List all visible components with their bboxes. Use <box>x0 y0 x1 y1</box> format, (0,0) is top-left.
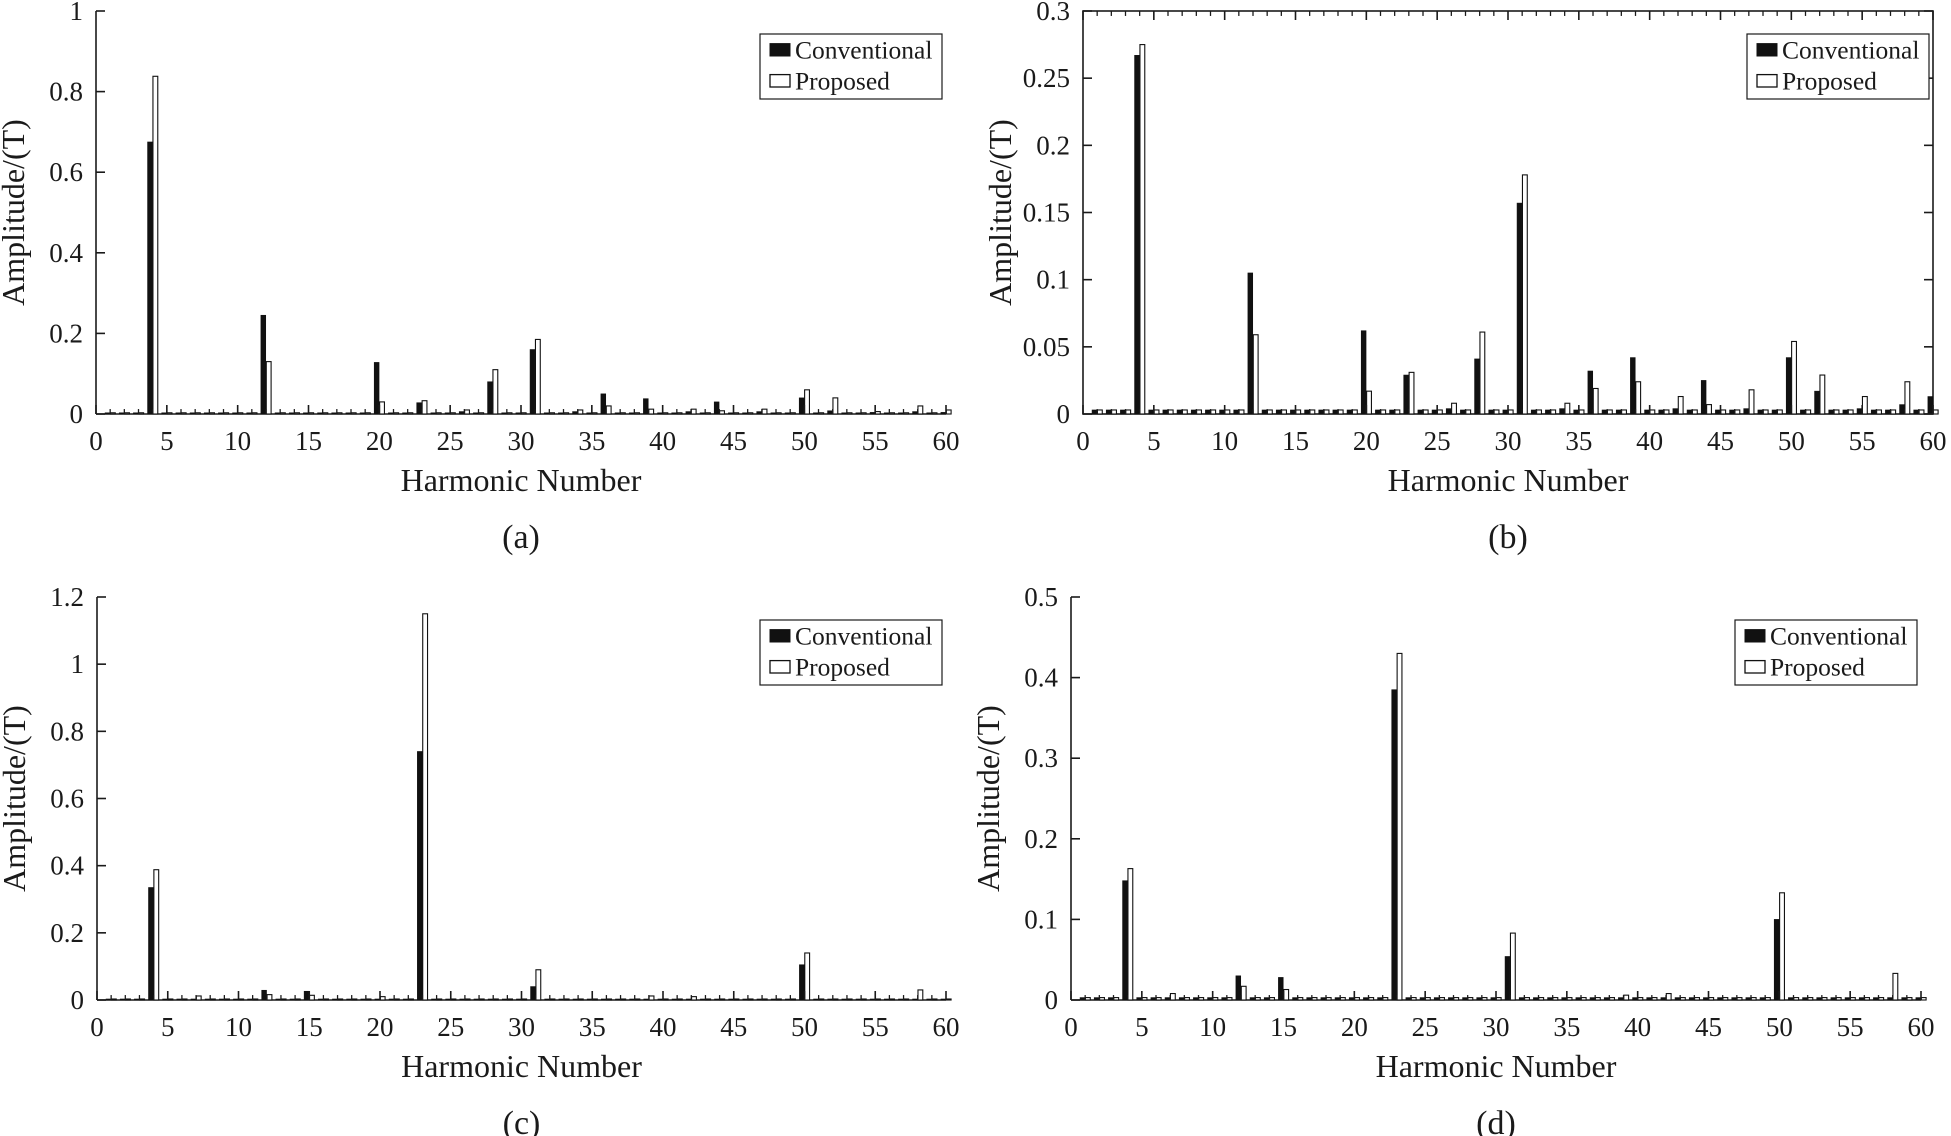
svg-text:10: 10 <box>225 1012 252 1042</box>
svg-text:5: 5 <box>1135 1012 1149 1042</box>
svg-text:0.2: 0.2 <box>1036 130 1070 160</box>
svg-text:40: 40 <box>1624 1012 1651 1042</box>
svg-text:Proposed: Proposed <box>795 67 890 96</box>
svg-text:10: 10 <box>1211 426 1238 456</box>
svg-text:0.1: 0.1 <box>1036 265 1070 295</box>
svg-text:1.2: 1.2 <box>50 582 84 612</box>
svg-text:0.2: 0.2 <box>1024 824 1058 854</box>
svg-text:(b): (b) <box>1488 519 1528 556</box>
svg-text:25: 25 <box>1424 426 1451 456</box>
svg-text:50: 50 <box>791 426 818 456</box>
svg-text:0.3: 0.3 <box>1024 743 1058 773</box>
svg-text:40: 40 <box>650 1012 677 1042</box>
svg-text:0.3: 0.3 <box>1036 0 1070 26</box>
svg-text:0.1: 0.1 <box>1024 904 1058 934</box>
svg-text:1: 1 <box>71 649 85 679</box>
svg-text:30: 30 <box>1483 1012 1510 1042</box>
svg-text:55: 55 <box>862 1012 889 1042</box>
svg-text:15: 15 <box>1270 1012 1297 1042</box>
svg-text:(c): (c) <box>503 1105 541 1136</box>
svg-text:0.6: 0.6 <box>49 157 83 187</box>
svg-text:35: 35 <box>578 426 605 456</box>
svg-text:Conventional: Conventional <box>1782 36 1919 65</box>
svg-text:Conventional: Conventional <box>795 36 932 65</box>
svg-text:60: 60 <box>933 426 960 456</box>
svg-text:45: 45 <box>1695 1012 1722 1042</box>
svg-text:0.4: 0.4 <box>50 851 84 881</box>
svg-text:Harmonic Number: Harmonic Number <box>1388 462 1629 498</box>
svg-text:55: 55 <box>862 426 889 456</box>
svg-text:15: 15 <box>295 426 322 456</box>
svg-text:0.5: 0.5 <box>1024 582 1058 612</box>
svg-text:60: 60 <box>933 1012 960 1042</box>
svg-text:50: 50 <box>1766 1012 1793 1042</box>
svg-text:0: 0 <box>1076 426 1090 456</box>
svg-text:20: 20 <box>367 1012 394 1042</box>
svg-text:40: 40 <box>1636 426 1663 456</box>
svg-text:25: 25 <box>437 426 464 456</box>
svg-text:Harmonic Number: Harmonic Number <box>1376 1048 1617 1084</box>
svg-text:30: 30 <box>508 1012 535 1042</box>
svg-text:0.4: 0.4 <box>49 238 83 268</box>
svg-text:35: 35 <box>1565 426 1592 456</box>
svg-text:Conventional: Conventional <box>1770 622 1907 651</box>
svg-text:15: 15 <box>1282 426 1309 456</box>
svg-text:20: 20 <box>1341 1012 1368 1042</box>
svg-text:10: 10 <box>1199 1012 1226 1042</box>
svg-text:45: 45 <box>720 426 747 456</box>
svg-text:0.4: 0.4 <box>1024 663 1058 693</box>
svg-text:40: 40 <box>649 426 676 456</box>
svg-text:0.2: 0.2 <box>49 318 83 348</box>
svg-text:Conventional: Conventional <box>795 622 932 651</box>
svg-text:0.15: 0.15 <box>1023 198 1070 228</box>
svg-text:0.8: 0.8 <box>50 716 84 746</box>
svg-text:45: 45 <box>720 1012 747 1042</box>
svg-text:25: 25 <box>437 1012 464 1042</box>
svg-text:35: 35 <box>579 1012 606 1042</box>
svg-text:0: 0 <box>89 426 103 456</box>
svg-text:0.6: 0.6 <box>50 784 84 814</box>
svg-text:50: 50 <box>1778 426 1805 456</box>
svg-text:0.05: 0.05 <box>1023 332 1070 362</box>
svg-text:5: 5 <box>1147 426 1161 456</box>
svg-text:10: 10 <box>224 426 251 456</box>
svg-text:Amplitude/(T): Amplitude/(T) <box>975 705 1006 892</box>
svg-text:55: 55 <box>1849 426 1876 456</box>
svg-text:0.25: 0.25 <box>1023 63 1070 93</box>
svg-text:15: 15 <box>296 1012 323 1042</box>
svg-text:0: 0 <box>71 985 85 1015</box>
svg-text:0: 0 <box>1045 985 1059 1015</box>
svg-text:0: 0 <box>70 399 84 429</box>
svg-text:20: 20 <box>1353 426 1380 456</box>
svg-text:0: 0 <box>1057 399 1071 429</box>
svg-text:Amplitude/(T): Amplitude/(T) <box>0 119 31 306</box>
svg-text:0.8: 0.8 <box>49 77 83 107</box>
svg-text:50: 50 <box>791 1012 818 1042</box>
svg-text:60: 60 <box>1920 426 1947 456</box>
svg-text:55: 55 <box>1837 1012 1864 1042</box>
svg-text:45: 45 <box>1707 426 1734 456</box>
svg-text:5: 5 <box>161 1012 175 1042</box>
svg-text:Amplitude/(T): Amplitude/(T) <box>982 119 1018 306</box>
svg-text:Amplitude/(T): Amplitude/(T) <box>0 705 32 892</box>
svg-text:0: 0 <box>90 1012 104 1042</box>
svg-text:1: 1 <box>70 0 84 26</box>
svg-text:30: 30 <box>1495 426 1522 456</box>
svg-text:25: 25 <box>1412 1012 1439 1042</box>
svg-text:30: 30 <box>508 426 535 456</box>
svg-text:Harmonic Number: Harmonic Number <box>401 1048 642 1084</box>
svg-text:35: 35 <box>1553 1012 1580 1042</box>
svg-text:Harmonic Number: Harmonic Number <box>401 462 642 498</box>
svg-text:20: 20 <box>366 426 393 456</box>
svg-text:(d): (d) <box>1476 1105 1516 1136</box>
svg-text:Proposed: Proposed <box>1782 67 1877 96</box>
svg-text:Proposed: Proposed <box>1770 653 1865 682</box>
svg-text:(a): (a) <box>502 519 540 556</box>
svg-text:5: 5 <box>160 426 174 456</box>
svg-text:60: 60 <box>1908 1012 1935 1042</box>
svg-text:0: 0 <box>1064 1012 1078 1042</box>
svg-text:0.2: 0.2 <box>50 918 84 948</box>
svg-text:Proposed: Proposed <box>795 653 890 682</box>
